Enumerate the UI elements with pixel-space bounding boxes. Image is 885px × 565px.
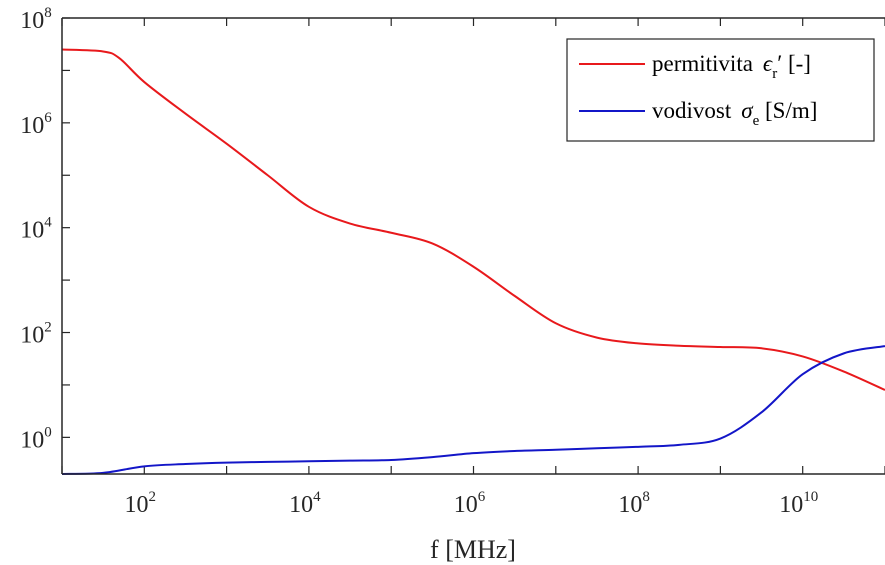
x-axis-label: f [MHz] xyxy=(430,535,516,564)
axis-tick-labels: 102 104 106 108 1010 100 102 104 106 108 xyxy=(20,5,818,518)
x-tick-label: 108 xyxy=(618,489,650,518)
x-tick-label: 102 xyxy=(125,489,157,518)
y-tick-label: 102 xyxy=(20,320,52,349)
legend-box xyxy=(566,38,875,142)
x-tick-label: 106 xyxy=(454,489,486,518)
series-line-1 xyxy=(61,345,885,475)
axis-ticks xyxy=(61,17,885,474)
legend: permitivita ϵr′ [-] vodivost σe [S/m] xyxy=(566,38,875,142)
y-tick-label: 108 xyxy=(20,5,52,34)
series-line-0 xyxy=(61,48,885,391)
y-tick-label: 100 xyxy=(20,424,52,453)
y-tick-label: 104 xyxy=(20,215,52,244)
series-layer xyxy=(61,48,885,475)
x-tick-label: 1010 xyxy=(779,489,818,518)
legend-label-1: vodivost σe [S/m] xyxy=(652,98,817,129)
legend-label-0: permitivita ϵr′ [-] xyxy=(652,51,811,82)
x-tick-label: 104 xyxy=(289,489,321,518)
y-tick-label: 106 xyxy=(20,110,52,139)
